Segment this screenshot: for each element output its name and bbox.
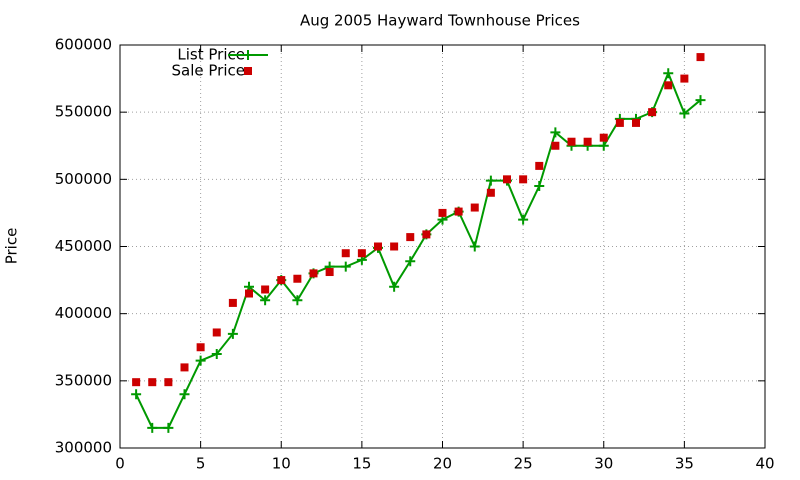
data-point (389, 281, 400, 292)
data-point (325, 268, 334, 277)
data-point (534, 181, 545, 192)
series-line (135, 70, 702, 429)
y-axis-label: Price (3, 228, 21, 265)
data-point (163, 422, 174, 433)
data-point (469, 241, 480, 252)
data-point (470, 203, 479, 212)
data-point (211, 348, 222, 359)
plot-frame (119, 44, 766, 449)
data-point (696, 53, 705, 62)
data-point (164, 378, 173, 387)
legend-marker (243, 50, 253, 60)
data-point (179, 389, 190, 400)
data-point (664, 81, 673, 90)
data-point (632, 118, 640, 127)
data-point (535, 161, 544, 170)
data-point (340, 261, 351, 272)
data-point (567, 137, 576, 146)
data-point (438, 208, 447, 217)
y-tick-label: 400000 (55, 304, 112, 322)
data-point (680, 74, 689, 83)
y-tick-label: 450000 (55, 237, 112, 255)
data-point (598, 140, 609, 151)
x-tick-label: 0 (115, 455, 125, 473)
data-point (648, 108, 657, 117)
data-point (503, 175, 511, 184)
data-point (390, 242, 399, 251)
y-tick-label: 300000 (55, 439, 112, 457)
legend-label: List Price (177, 46, 245, 64)
y-tick-label: 500000 (55, 170, 112, 188)
data-point (550, 127, 561, 138)
data-point (405, 256, 416, 267)
data-point (131, 389, 142, 400)
data-point (277, 276, 286, 285)
x-tick-label: 20 (433, 455, 452, 473)
x-tick-label: 35 (675, 455, 694, 473)
legend-label: Sale Price (172, 62, 245, 80)
data-point (132, 378, 141, 387)
data-point (341, 249, 350, 258)
x-tick-label: 10 (272, 455, 291, 473)
data-point (679, 108, 690, 119)
data-point (695, 95, 706, 106)
data-point (293, 274, 302, 283)
x-tick-label: 30 (594, 455, 613, 473)
data-point (615, 118, 624, 127)
data-point (196, 343, 205, 352)
data-point (406, 233, 415, 242)
chart-title: Aug 2005 Hayward Townhouse Prices (300, 12, 580, 30)
data-point (260, 295, 271, 306)
data-point (486, 188, 495, 197)
x-tick-label: 5 (196, 455, 206, 473)
data-point (583, 137, 592, 146)
data-point (357, 249, 366, 258)
data-point (519, 175, 528, 184)
data-point (485, 175, 496, 186)
y-tick-label: 550000 (55, 103, 112, 121)
data-point (309, 269, 318, 278)
data-point (599, 133, 608, 142)
legend-marker (244, 67, 252, 75)
data-point (147, 422, 158, 433)
data-point (518, 214, 529, 225)
x-tick-label: 25 (514, 455, 533, 473)
data-point (212, 328, 221, 337)
x-tick-label: 15 (352, 455, 371, 473)
data-point (261, 285, 270, 294)
data-point (422, 230, 431, 239)
data-point (245, 289, 253, 298)
data-point (195, 355, 206, 366)
x-tick-label: 40 (755, 455, 774, 473)
data-point (551, 141, 560, 150)
data-point (227, 328, 238, 339)
data-point (180, 363, 189, 372)
y-tick-label: 600000 (55, 36, 112, 54)
data-point (663, 68, 674, 79)
data-point (228, 298, 237, 307)
data-point (454, 207, 463, 216)
data-point (292, 295, 303, 306)
data-point (374, 242, 382, 251)
data-point (148, 378, 157, 387)
y-tick-label: 350000 (55, 371, 112, 389)
